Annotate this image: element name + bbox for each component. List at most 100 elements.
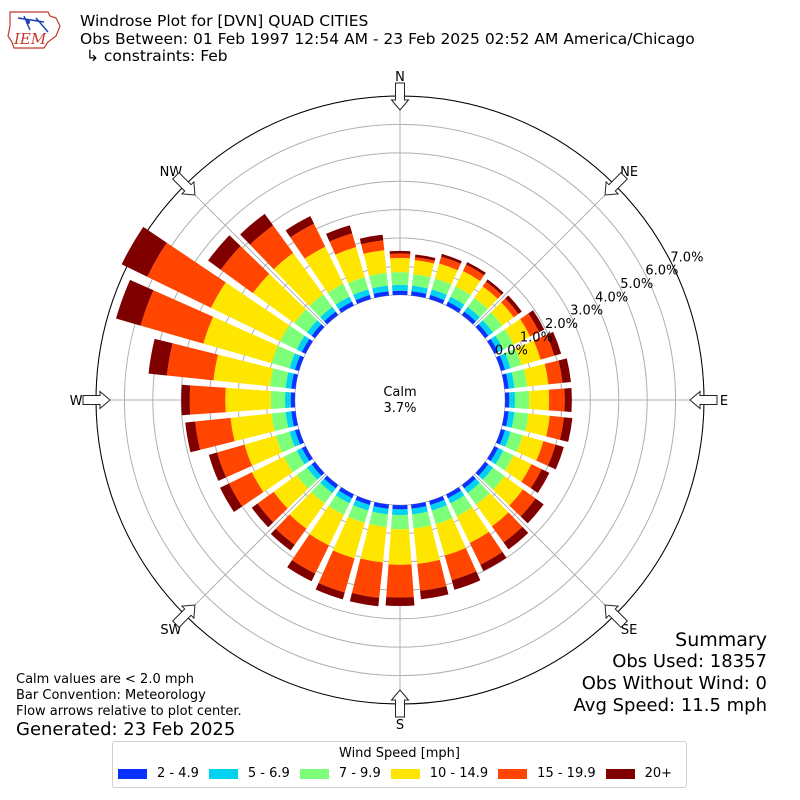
bar-dir50-bin0	[475, 324, 489, 339]
bar-dir280-bin4	[166, 343, 219, 381]
bar-dir320-bin4	[250, 225, 294, 270]
bar-dir270-bin4	[189, 385, 226, 415]
legend-label-4: 15 - 19.9	[537, 766, 596, 781]
bar-dir140-bin3	[475, 492, 509, 527]
chart-title: Windrose Plot for [DVN] QUAD CITIES	[80, 12, 369, 30]
bar-dir210-bin1	[335, 490, 353, 504]
direction-label-SE: SE	[621, 623, 637, 638]
bar-dir110-bin0	[496, 428, 506, 445]
bar-dir90-bin5	[564, 388, 572, 412]
bar-dir0-bin3	[390, 257, 410, 273]
bar-dir150-bin1	[447, 490, 465, 504]
bar-dir150-bin0	[446, 487, 462, 499]
bar-dir180-bin5	[385, 596, 415, 606]
bar-dir330-bin4	[290, 223, 326, 259]
bar-dir30-bin2	[450, 286, 471, 305]
bar-dir250-bin5	[208, 452, 227, 481]
bar-dir190-bin5	[349, 592, 380, 607]
bar-dir30-bin1	[447, 296, 465, 310]
bar-dir10-bin1	[411, 285, 428, 294]
bar-dir310-bin3	[252, 273, 306, 324]
bar-dir90-bin3	[528, 389, 550, 411]
bar-dir120-bin1	[490, 447, 504, 465]
bar-dir270-bin0	[290, 392, 296, 408]
bar-dir190-bin3	[360, 524, 387, 563]
radial-tick-label-4: 4.0%	[595, 290, 628, 305]
bar-dir100-bin4	[546, 415, 564, 440]
bar-dir290-bin3	[203, 316, 279, 364]
bar-dir350-bin4	[361, 240, 385, 254]
bar-dir280-bin2	[270, 368, 289, 388]
flow-arrow-E	[689, 390, 718, 410]
direction-label-W: W	[70, 394, 83, 409]
bar-dir190-bin0	[373, 501, 390, 509]
bar-dir350-bin2	[369, 272, 388, 289]
bar-dir210-bin5	[287, 560, 316, 582]
bar-dir260-bin1	[285, 411, 294, 428]
bar-dir60-bin0	[487, 338, 499, 354]
bar-dir180-bin3	[388, 528, 412, 565]
bar-dir260-bin0	[291, 410, 299, 427]
bar-dir230-bin1	[306, 464, 322, 480]
bar-dir320-bin5	[240, 213, 274, 245]
bar-dir0-bin5	[389, 250, 411, 255]
calm-label: Calm	[383, 385, 416, 400]
bar-dir0-bin1	[391, 284, 409, 291]
bar-dir310-bin2	[294, 309, 318, 333]
bar-dir270-bin1	[284, 391, 291, 409]
bar-dir340-bin3	[335, 247, 365, 284]
bar-dir310-bin5	[208, 235, 241, 270]
bar-dir100-bin1	[506, 411, 515, 428]
bar-dir350-bin0	[373, 291, 390, 299]
bar-dir140-bin2	[467, 482, 490, 505]
generated-date: Generated: 23 Feb 2025	[16, 719, 236, 740]
summary-obs-used: Obs Used: 18357	[612, 651, 767, 672]
spoke-NE	[473, 184, 616, 327]
legend: Wind Speed [mph] 2 - 4.9 5 - 6.9 7 - 9.9 10…	[112, 741, 687, 788]
bar-dir290-bin1	[289, 353, 301, 370]
bar-dir80-bin3	[524, 363, 549, 387]
bar-dir310-bin4	[220, 246, 270, 294]
legend-label-5: 20+	[644, 766, 673, 781]
spoke-SE	[473, 473, 616, 616]
bar-dir150-bin2	[450, 495, 473, 517]
bar-dir120-bin4	[521, 464, 542, 489]
bar-dir230-bin0	[311, 461, 325, 476]
bar-dir250-bin0	[294, 428, 304, 445]
bar-dir240-bin3	[251, 456, 293, 493]
bar-dir130-bin1	[478, 464, 494, 480]
radial-tick-label-1: 1.0%	[520, 330, 553, 345]
legend-label-3: 10 - 14.9	[429, 766, 489, 781]
bar-dir50-bin1	[478, 320, 494, 336]
bar-dir340-bin5	[326, 225, 353, 242]
bar-dir350-bin5	[359, 234, 384, 245]
bar-dir230-bin3	[273, 475, 309, 509]
radial-tick-label-0: 0.0%	[495, 344, 528, 359]
flow-arrows-note: Flow arrows relative to plot center.	[16, 704, 242, 719]
legend-swatch-1	[208, 768, 238, 779]
calm-note: Calm values are < 2.0 mph	[16, 672, 195, 687]
bar-dir40-bin2	[467, 297, 488, 318]
flow-arrow-SE	[604, 604, 629, 629]
bar-dir160-bin0	[428, 496, 445, 506]
bar-dir130-bin3	[492, 475, 523, 506]
bar-dir260-bin2	[271, 412, 289, 432]
constraints: ↳ constraints: Feb	[86, 47, 228, 65]
bar-dir10-bin5	[414, 254, 436, 261]
bar-dir60-bin3	[504, 318, 531, 345]
bar-dir350-bin3	[363, 250, 387, 276]
bar-dir250-bin4	[217, 444, 253, 478]
calm-circle	[295, 295, 505, 505]
bar-dir60-bin5	[528, 310, 545, 333]
bar-dir80-bin4	[544, 360, 563, 385]
bar-dir100-bin5	[559, 417, 573, 442]
bar-dir90-bin4	[548, 388, 565, 412]
bar-dir190-bin1	[372, 506, 389, 515]
bar-dir160-bin1	[430, 499, 447, 511]
bar-dir140-bin1	[464, 478, 480, 494]
bar-dir160-bin2	[431, 505, 453, 525]
bar-dir250-bin2	[275, 431, 295, 453]
bar-dir50-bin5	[505, 295, 522, 314]
bar-dir60-bin2	[495, 329, 514, 350]
bar-dir200-bin5	[315, 582, 345, 600]
